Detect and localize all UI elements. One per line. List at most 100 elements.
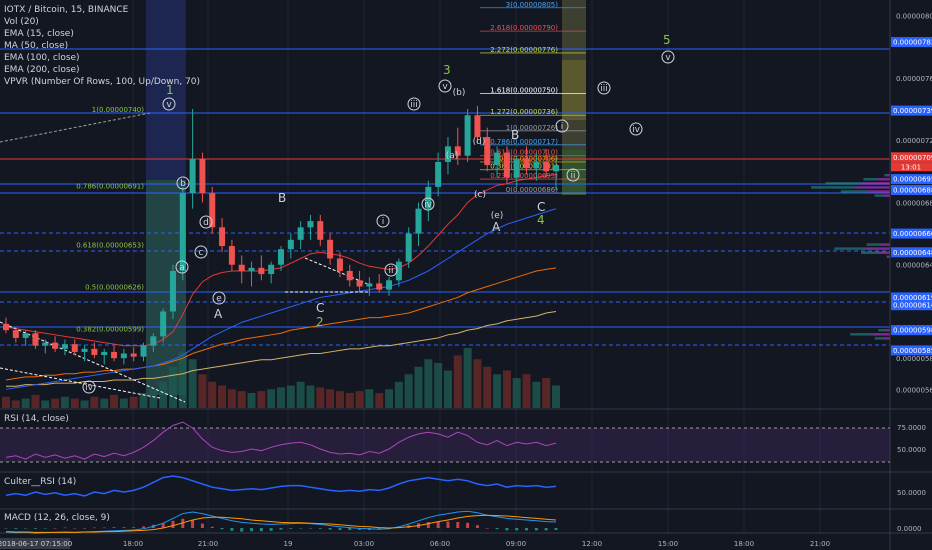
chart-legend: IOTX / Bitcoin, 15, BINANCE Vol (20) EMA… [4,4,200,88]
volume-bar [365,389,374,408]
volume-bar [80,400,89,408]
wave-i-proj-circle: i [561,122,564,132]
volume-bar [257,391,266,408]
price-highlight-label: 0.00000709 [893,154,932,162]
candle-body [307,221,314,228]
macd-panel-label[interactable]: MACD (12, 26, close, 9) [4,513,110,523]
vpvr-down-row [883,337,890,340]
candle-body [219,227,226,247]
vpvr-down-row [887,173,890,177]
time-tick: 06:00 [430,540,450,548]
wave-paren-a: (a) [446,151,459,161]
volume-bar [316,387,325,408]
paren-wave-labels: (a) (b) (c) (d) (e) [446,88,504,221]
fib-right-label: 2.272(0.00000776) [490,46,558,54]
candle-body [238,264,245,271]
wave-5-label: 5 [663,33,671,47]
ema200-line [6,310,557,387]
wave-iii-circle: iii [410,100,418,110]
macd-hist-bar [485,528,489,529]
fib-right-label: 1.272(0.00000736) [490,108,558,116]
macd-hist-bar [210,526,214,528]
macd-hist-bar [73,528,77,529]
volume-bar [277,387,285,408]
ema100-label[interactable]: EMA (100, close) [4,53,80,63]
wave-e-circle: e [216,294,222,304]
macd-hist-bar [456,522,460,528]
rsi-line [5,421,557,460]
volume-bar [31,394,40,408]
vpvr-up-row [861,251,877,254]
macd-hist-bar [83,528,87,529]
macd-hist-bar [466,522,470,528]
wave-paren-d: (d) [473,137,486,147]
candle-body [405,233,412,262]
candle-body [287,239,294,250]
volume-bar [404,374,413,408]
macd-hist-bar [112,527,116,528]
candle-body [169,270,176,312]
trend-lines [0,257,371,403]
macd-tick-0: 0.0000 [897,525,922,533]
price-highlight-label: 0.00000783 [893,39,932,47]
macd-hist-bar [4,528,8,529]
ema100-line [5,267,557,381]
macd-hist-bar [279,528,283,530]
ema15-label[interactable]: EMA (15, close) [4,29,74,39]
ma50-line [5,208,557,390]
extension-box-low [562,150,586,195]
price-highlight-box [891,184,932,195]
vpvr-label[interactable]: VPVR (Number Of Rows, 100, Up/Down, 70) [4,77,201,87]
candle-body [52,342,59,349]
macd-hist-bar [142,526,145,528]
volume-bar [11,400,20,408]
volume-bars [2,348,560,408]
macd-hist-bar [259,528,263,532]
fib-right-label: 0(0.00000686) [506,186,558,194]
volume-bar [218,385,227,408]
price-axis-highlights: 0.00000783 0.00000739 0.00000709 0.00000695… [891,37,932,356]
macd-hist-bar [338,528,342,530]
macd-hist-bar [102,527,106,529]
time-tick: 18:00 [123,540,143,548]
candle-body [150,336,157,346]
macd-hist-bar [43,528,47,529]
ema200-label[interactable]: EMA (200, close) [4,65,80,75]
volume-bar [129,396,138,408]
fib-right-label: 2.618(0.00000790) [490,24,558,32]
price-highlight-box [891,292,932,303]
candle-body [484,137,491,166]
wave-1-label: 1 [166,83,174,97]
countdown-label: 13:01 [901,163,921,171]
candle-body [228,246,235,265]
volume-bar [394,381,403,408]
vol-indicator-label[interactable]: Vol (20) [4,17,39,27]
price-highlight-label: 0.00000695 [893,176,932,184]
culter-panel-label[interactable]: Culter__RSI (14) [4,477,77,487]
wave-B2-label: B [511,128,519,142]
candle-body [3,323,9,331]
symbol-title[interactable]: IOTX / Bitcoin, 15, BINANCE [4,5,129,15]
price-highlight-label: 0.00000614 [893,302,932,310]
candle-body [356,280,363,287]
vpvr-down-row [864,247,890,250]
macd-hist-bar [132,527,136,528]
volume-bar [306,385,315,408]
vpvr-up-row [866,243,880,246]
vpvr-down-row [878,178,890,181]
candle-body [474,115,481,138]
vpvr-down-row [861,182,890,185]
vpvr-up-row [878,328,885,332]
vpvr-up-row [811,186,855,189]
price-highlight-box [891,325,932,336]
rsi-panel-label[interactable]: RSI (14, close) [4,414,69,424]
wave-C-label: C [316,301,324,315]
fib-right-label: 0.786(0.00000717) [490,138,558,146]
fib-anchor-line [0,112,151,143]
volume-bar [208,381,217,408]
volume-bar [443,370,452,408]
ma50-label[interactable]: MA (50, close) [4,41,69,51]
